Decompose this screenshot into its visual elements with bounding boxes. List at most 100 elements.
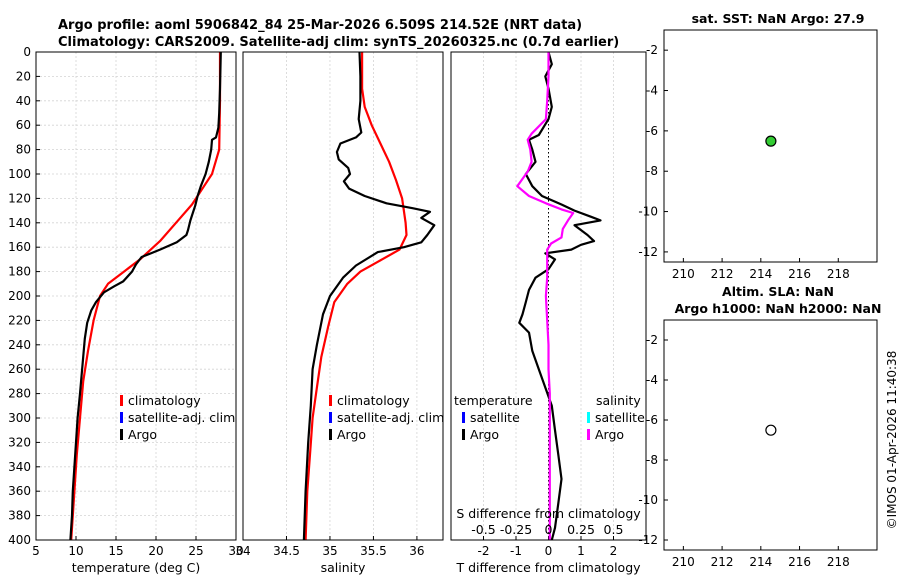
x-tick-label: 210 [672, 267, 695, 281]
secondary-x-tick-label: 0 [545, 522, 553, 537]
x-tick-label: 214 [749, 267, 772, 281]
y-tick-label: -6 [646, 413, 658, 427]
temperature-panel: 0 20 40 60 80 100 120 140 160 180 200 220 240 260 280 3… [8, 45, 244, 575]
y-tick-label: -10 [638, 493, 658, 507]
difference-panel: -2 -1 0 1 2 T difference from climatology temp… [450, 51, 647, 575]
difference-axes-frame [450, 51, 647, 541]
y-tick-label: 340 [8, 460, 31, 474]
map-axes-frame [663, 319, 878, 551]
sst-panel-title: sat. SST: NaN Argo: 27.9 [692, 11, 865, 26]
secondary-x-tick-label: 0.25 [567, 522, 595, 537]
x-tick-label: 0 [545, 544, 553, 558]
y-tick-label: -4 [646, 84, 658, 98]
x-axis-label: T difference from climatology [455, 560, 641, 575]
y-tick-label: -12 [638, 245, 658, 259]
y-tick-label: -2 [646, 333, 658, 347]
x-tick-label: 212 [711, 267, 734, 281]
y-tick-label: 100 [8, 167, 31, 181]
x-tick-label: 35.5 [360, 544, 387, 558]
salinity-axes-frame [242, 51, 444, 541]
secondary-x-tick-label: -0.25 [500, 522, 532, 537]
x-tick-label: 218 [827, 555, 850, 569]
x-tick-label: -1 [510, 544, 522, 558]
y-tick-label: 60 [16, 118, 31, 132]
legend-swatch-salinity-satellite [587, 412, 590, 423]
y-tick-label: -8 [646, 453, 658, 467]
x-tick-label: 210 [672, 555, 695, 569]
y-tick-label: 160 [8, 240, 31, 254]
legend-salinity-title: salinity [596, 393, 641, 408]
legend-swatch-temperature-argo [462, 429, 465, 440]
sla-panel-title-line2: Argo h1000: NaN h2000: NaN [675, 301, 882, 316]
y-tick-label: 260 [8, 362, 31, 376]
x-tick-label: 35 [322, 544, 337, 558]
x-tick-label: 214 [749, 555, 772, 569]
x-tick-label: 34 [235, 544, 250, 558]
x-tick-label: 36 [409, 544, 424, 558]
legend-label-satellite-adj: satellite-adj. clim [337, 410, 444, 425]
x-tick-label: -2 [478, 544, 490, 558]
legend-swatch-satellite-adj [329, 412, 332, 423]
y-tick-label: 360 [8, 484, 31, 498]
x-tick-label: 15 [108, 544, 123, 558]
y-tick-label: -4 [646, 373, 658, 387]
x-tick-label: 212 [711, 555, 734, 569]
x-tick-label: 1 [577, 544, 585, 558]
legend-label-salinity-argo: Argo [595, 427, 624, 442]
temperature-axes-frame [35, 51, 237, 541]
y-tick-label: 220 [8, 313, 31, 327]
sla-map-panel: -2 -4 -6 -8 -10 -12 210 212 214 216 218 [638, 319, 878, 569]
secondary-x-tick-label: -0.5 [471, 522, 495, 537]
legend-swatch-argo [120, 429, 123, 440]
legend-swatch-salinity-argo [587, 429, 590, 440]
x-tick-label: 216 [788, 267, 811, 281]
legend-label-climatology: climatology [337, 393, 410, 408]
argo-position-marker [765, 424, 777, 436]
sst-map-panel: -2 -4 -6 -8 -10 -12 210 212 214 216 218 [638, 29, 878, 281]
x-tick-label: 218 [827, 267, 850, 281]
x-axis-label: temperature (deg C) [72, 560, 201, 575]
y-tick-label: -8 [646, 164, 658, 178]
legend-swatch-climatology [329, 395, 332, 406]
x-tick-label: 5 [32, 544, 40, 558]
argo-position-marker [765, 135, 777, 147]
legend-label-argo: Argo [128, 427, 157, 442]
y-tick-label: 80 [16, 143, 31, 157]
x-tick-label: 20 [148, 544, 163, 558]
argo-salinity-difference-line [516, 52, 575, 540]
secondary-x-axis-label: S difference from climatology [456, 506, 641, 521]
y-tick-label: 380 [8, 509, 31, 523]
climatology-temperature-line [70, 52, 222, 541]
y-tick-label: 320 [8, 435, 31, 449]
x-tick-label: 30 [228, 544, 243, 558]
y-tick-label: 140 [8, 216, 31, 230]
x-tick-label: 10 [68, 544, 83, 558]
climatology-salinity-line [304, 52, 408, 541]
argo-salinity-line [302, 51, 436, 541]
y-tick-label: 400 [8, 533, 31, 547]
x-tick-label: 34.5 [273, 544, 300, 558]
legend-swatch-argo [329, 429, 332, 440]
y-tick-label: 40 [16, 94, 31, 108]
y-tick-label: 240 [8, 338, 31, 352]
figure-title-line2: Climatology: CARS2009. Satellite-adj cli… [58, 35, 619, 50]
x-tick-label: 2 [610, 544, 618, 558]
argo-temperature-line [69, 51, 222, 541]
legend-label-climatology: climatology [128, 393, 201, 408]
x-tick-label: 25 [188, 544, 203, 558]
y-tick-label: -6 [646, 124, 658, 138]
legend-label-argo: Argo [337, 427, 366, 442]
y-tick-label: 0 [23, 45, 31, 59]
y-tick-label: -2 [646, 43, 658, 57]
figure-title-line1: Argo profile: aoml 5906842_84 25-Mar-202… [58, 18, 582, 33]
legend-label-salinity-satellite: satellite [595, 410, 645, 425]
sla-panel-title-line1: Altim. SLA: NaN [722, 284, 834, 299]
salinity-panel: 34 34.5 35 35.5 36 salinity climatology satelli… [235, 51, 444, 575]
map-axes-frame [663, 29, 878, 263]
legend-label-temperature-satellite: satellite [470, 410, 520, 425]
legend-temperature-title: temperature [454, 393, 533, 408]
argo-temperature-difference-line [518, 51, 602, 541]
y-tick-label: 180 [8, 265, 31, 279]
y-tick-label: -10 [638, 205, 658, 219]
